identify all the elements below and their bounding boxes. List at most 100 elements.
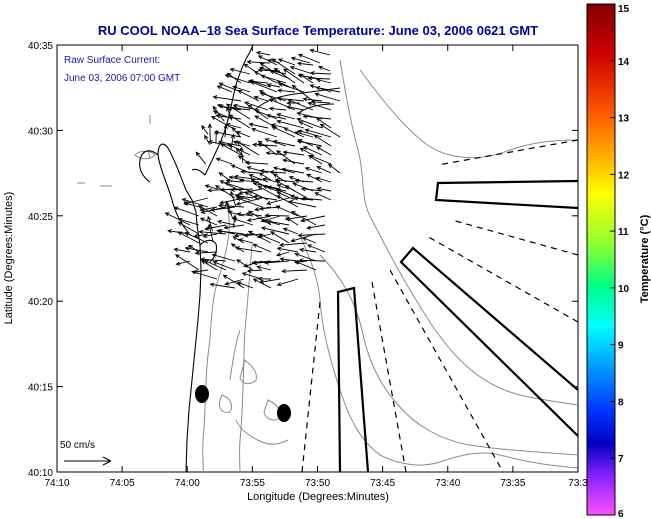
current-arrow (184, 232, 209, 244)
station-marker (277, 404, 291, 422)
current-arrow (232, 85, 251, 93)
x-tick-label: 73:50 (305, 478, 330, 489)
current-label: Raw Surface Current: (64, 55, 160, 66)
current-arrow (283, 127, 305, 138)
current-arrow (255, 50, 271, 56)
current-arrow (183, 197, 209, 206)
current-arrow (266, 83, 281, 88)
current-arrow (248, 122, 269, 129)
current-arrow (181, 198, 209, 208)
y-tick-label: 40:20 (28, 297, 53, 308)
current-arrow (284, 215, 308, 222)
current-arrow (212, 95, 242, 102)
current-arrow (231, 126, 241, 138)
current-arrow (257, 55, 278, 66)
current-arrow (319, 123, 341, 138)
current-arrow (302, 97, 323, 102)
current-arrow (266, 197, 290, 205)
current-arrow (268, 106, 287, 111)
current-arrow (282, 227, 299, 235)
current-arrow (214, 185, 236, 199)
current-arrow (246, 59, 271, 65)
current-arrow (244, 160, 269, 165)
current-arrow (272, 139, 296, 147)
station-marker (195, 385, 209, 403)
current-arrow (313, 134, 332, 147)
current-arrow (236, 259, 254, 271)
current-arrow (257, 185, 281, 199)
current-arrow (216, 219, 236, 226)
current-arrow (209, 282, 236, 289)
current-arrow (252, 181, 281, 190)
y-tick-label: 40:35 (28, 41, 53, 52)
current-arrow (262, 177, 278, 183)
current-arrow (276, 278, 299, 287)
current-arrow (204, 134, 211, 145)
y-axis-label: Latitude (Degrees:Minutes) (3, 192, 15, 325)
current-arrow (238, 238, 254, 244)
current-arrow (207, 123, 213, 144)
current-arrow (314, 192, 332, 201)
y-axis-ticks: 40:35 40:30 40:25 40:20 40:15 40:10 (28, 41, 578, 479)
current-arrow (302, 146, 323, 156)
current-arrow (267, 58, 281, 64)
colorbar-label: Temperature (°C) (639, 214, 651, 303)
x-axis-ticks: 74:10 74:05 74:00 73:55 73:50 73:45 73:40 73:35… (44, 45, 588, 489)
current-arrow (256, 142, 278, 147)
current-arrow (268, 98, 296, 111)
current-arrow (236, 281, 254, 289)
current-arrow (298, 121, 314, 129)
current-arrow (164, 212, 191, 226)
current-arrow (307, 101, 332, 111)
current-arrow (232, 214, 237, 228)
current-arrow (177, 221, 200, 235)
colorbar-tick-label: 9 (618, 341, 624, 352)
scale-label: 50 cm/s (60, 440, 95, 451)
current-arrow (216, 228, 245, 235)
current-arrow (212, 261, 236, 271)
current-arrow (297, 233, 326, 238)
current-arrow (219, 143, 242, 156)
current-arrow (222, 274, 245, 289)
colorbar-tick-label: 6 (618, 509, 624, 519)
map-title: RU COOL NOAA–18 Sea Surface Temperature:… (98, 23, 538, 38)
current-arrow (275, 195, 299, 208)
current-arrow (207, 215, 213, 232)
current-arrow (211, 253, 236, 262)
x-tick-label: 74:05 (110, 478, 135, 489)
colorbar-tick-label: 15 (618, 4, 630, 15)
current-arrow (294, 130, 314, 138)
current-arrow (225, 122, 242, 129)
current-arrow (317, 65, 331, 72)
current-arrow (263, 260, 290, 265)
current-arrow (285, 105, 305, 111)
current-arrow (269, 169, 287, 175)
current-arrow (296, 117, 323, 129)
current-arrow (316, 166, 332, 174)
current-arrow (257, 276, 272, 282)
colorbar-tick-label: 10 (618, 284, 630, 295)
current-arrow (260, 74, 287, 84)
current-arrow (315, 176, 332, 183)
current-arrow (304, 166, 323, 174)
current-arrow (259, 92, 287, 102)
current-arrow (299, 148, 314, 156)
x-tick-label: 73:55 (240, 478, 265, 489)
current-arrow (236, 212, 254, 217)
x-axis-label: Longitude (Degrees:Minutes) (247, 491, 389, 503)
y-tick-label: 40:25 (28, 212, 53, 223)
colorbar-tick-label: 11 (618, 227, 629, 238)
current-arrow (264, 213, 290, 218)
current-arrow (256, 265, 272, 271)
bathymetry-contours (77, 59, 579, 473)
current-arrow (276, 251, 290, 257)
x-tick-label: 74:00 (175, 478, 200, 489)
current-arrow (298, 258, 326, 263)
y-tick-label: 40:15 (28, 383, 53, 394)
current-arrow (236, 197, 263, 208)
current-arrow (252, 243, 272, 253)
current-arrow (248, 210, 272, 226)
current-arrow (265, 113, 287, 120)
current-arrow (257, 140, 278, 156)
